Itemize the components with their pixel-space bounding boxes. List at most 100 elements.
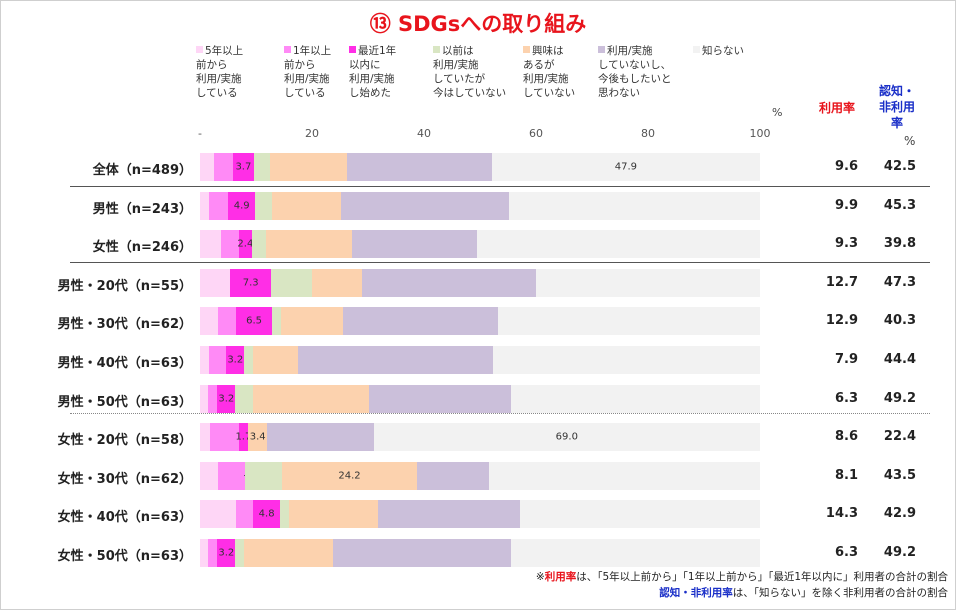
aware-nonuse-value: 42.5	[883, 159, 916, 174]
data-label: 3.7	[235, 161, 252, 173]
bar-segment	[200, 385, 209, 413]
legend-swatch	[284, 46, 291, 53]
bar-segment	[238, 230, 253, 258]
usage-rate-value: 8.6	[834, 429, 858, 444]
bar-segment	[271, 269, 312, 297]
usage-rate-value: 7.9	[834, 352, 858, 367]
bar-segment	[289, 500, 379, 528]
footnote-aware: 認知・非利用率は、「知らない」を除く非利用者の合計の割合	[659, 587, 948, 599]
bar-segment	[266, 230, 352, 258]
data-label: 4.9	[233, 200, 250, 212]
row-label: 女性・50代（n=63）	[57, 549, 192, 564]
row-label: 男性・30代（n=62）	[57, 317, 192, 332]
row-label: 男性・50代（n=63）	[57, 395, 192, 410]
aware-nonuse-value: 22.4	[883, 429, 916, 444]
bar-segment	[510, 385, 760, 413]
bar-segment	[200, 192, 209, 220]
group-separator	[70, 413, 930, 414]
bar-segment	[492, 346, 760, 374]
group-separator	[70, 186, 930, 187]
bar-segment	[253, 500, 281, 528]
bar-segment	[208, 346, 227, 374]
usage-rate-value: 9.3	[834, 236, 858, 251]
aware-nonuse-value: 42.9	[883, 506, 916, 521]
aware-nonuse-value: 39.8	[883, 236, 916, 251]
row-label: 女性・20代（n=58）	[57, 433, 192, 448]
x-tick-label: 40	[417, 127, 431, 140]
bar-segment	[235, 539, 245, 567]
legend-item: 以前は 利用/実施 していたが 今はしていない	[433, 44, 506, 100]
bar-segment	[200, 539, 209, 567]
bar-segment	[200, 307, 218, 335]
data-label: 2.4	[237, 238, 254, 250]
x-tick-label: 100	[749, 127, 771, 140]
data-label: 3.2	[218, 547, 235, 559]
row-label: 女性（n=246）	[92, 240, 192, 255]
legend-item: 興味は あるが 利用/実施 していない	[523, 44, 575, 100]
usage-rate-value: 14.3	[825, 506, 858, 521]
bar-segment	[351, 230, 478, 258]
bar-segment	[244, 539, 334, 567]
data-label: 4.8	[258, 508, 275, 520]
bar-segment	[342, 307, 498, 335]
aware-nonuse-value: 45.3	[883, 198, 916, 213]
bar-segment	[217, 385, 236, 413]
bar-segment	[200, 500, 236, 528]
bar-segment	[244, 346, 254, 374]
bar-segment	[368, 385, 511, 413]
axis-unit: %	[772, 106, 783, 119]
bar-segment	[248, 423, 268, 451]
bar-segment	[510, 539, 760, 567]
legend-swatch	[523, 46, 530, 53]
data-label: 47.9	[614, 161, 638, 173]
bar-segment	[228, 192, 256, 220]
legend-swatch	[349, 46, 356, 53]
bar-segment	[230, 269, 272, 297]
bar-segment	[536, 269, 760, 297]
bar-segment	[341, 192, 509, 220]
bar-segment	[417, 462, 489, 490]
data-label: 24.2	[338, 470, 361, 482]
bar-segment	[298, 346, 493, 374]
legend-label: 興味は あるが 利用/実施 していない	[523, 45, 576, 99]
row-label: 全体（n=489）	[92, 163, 192, 178]
bar-segment	[217, 539, 236, 567]
usage-rate-value: 12.7	[825, 275, 858, 290]
bar-segment	[252, 230, 267, 258]
legend-label: 5年以上 前から 利用/実施 している	[196, 45, 244, 99]
legend-swatch	[433, 46, 440, 53]
usage-rate-value: 8.1	[834, 468, 858, 483]
bar-segment	[200, 269, 231, 297]
bar-segment	[333, 539, 511, 567]
bar-segment	[238, 423, 249, 451]
footnote-usage: ※利用率は、「5年以上前から」「1年以上前から」「最近1年以内に」利用者の合計の…	[535, 571, 948, 583]
legend-label: 知らない	[702, 45, 744, 57]
data-label: 3.2	[218, 393, 235, 405]
bar-segment	[233, 153, 254, 181]
legend-item: 5年以上 前から 利用/実施 している	[196, 44, 243, 100]
legend-swatch	[598, 46, 605, 53]
bar-segment	[347, 153, 492, 181]
bar-segment	[217, 462, 246, 490]
bar-segment	[281, 307, 343, 335]
bar-segment	[200, 462, 218, 490]
usage-rate-value: 12.9	[825, 313, 858, 328]
bar-segment	[488, 462, 760, 490]
row-label: 男性・20代（n=55）	[57, 279, 192, 294]
x-tick-label: 20	[305, 127, 319, 140]
legend-label: 以前は 利用/実施 していたが 今はしていない	[433, 45, 507, 99]
bar-segment	[272, 192, 342, 220]
data-label: 3.2	[227, 354, 244, 366]
bar-segment	[272, 307, 282, 335]
bar-segment	[270, 153, 348, 181]
aware-nonuse-header: 認知・ 非利用 率	[878, 84, 915, 130]
row-label: 男性・40代（n=63）	[57, 356, 192, 371]
legend-label: 1年以上 前から 利用/実施 している	[284, 45, 332, 99]
bar-segment	[208, 192, 228, 220]
row-label: 女性・30代（n=62）	[57, 472, 192, 487]
x-tick-label: 60	[529, 127, 543, 140]
legend-label: 利用/実施 していないし、 今後もしたいと 思わない	[598, 45, 672, 99]
usage-rate-value: 9.9	[834, 198, 858, 213]
data-label: 7.3	[242, 277, 259, 289]
legend-label: 最近1年 以内に 利用/実施 し始めた	[349, 45, 397, 99]
